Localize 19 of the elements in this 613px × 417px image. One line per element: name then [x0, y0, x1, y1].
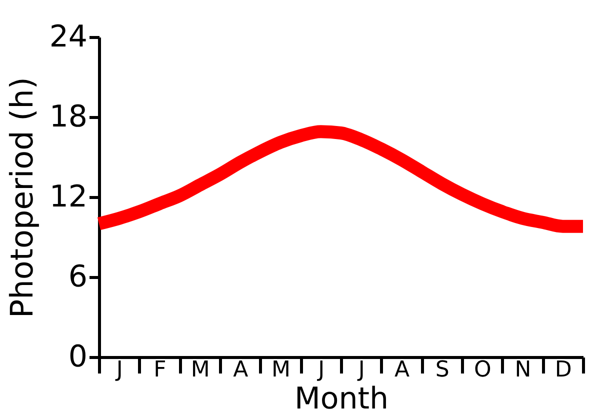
- x-tick-label: J: [356, 358, 365, 382]
- y-axis-title: Photoperiod (h): [4, 77, 40, 318]
- x-tick-label: A: [394, 358, 410, 382]
- x-tick-label: M: [190, 358, 210, 382]
- x-tick-label: S: [435, 358, 450, 382]
- y-tick-label: 0: [68, 340, 88, 374]
- x-tick-label: O: [474, 358, 492, 382]
- x-tick-label: D: [554, 358, 572, 382]
- x-axis-title: Month: [294, 382, 389, 416]
- y-tick-label: 6: [68, 260, 88, 294]
- y-tick-label: 18: [49, 100, 88, 134]
- y-tick-label: 24: [49, 20, 88, 54]
- y-tick-label: 12: [49, 180, 88, 214]
- x-tick-label: J: [316, 358, 325, 382]
- x-tick-label: M: [272, 358, 290, 382]
- x-tick-label: N: [514, 358, 532, 382]
- x-tick-label: J: [114, 358, 123, 382]
- x-tick-label: F: [154, 358, 166, 382]
- x-tick-label: A: [233, 358, 248, 382]
